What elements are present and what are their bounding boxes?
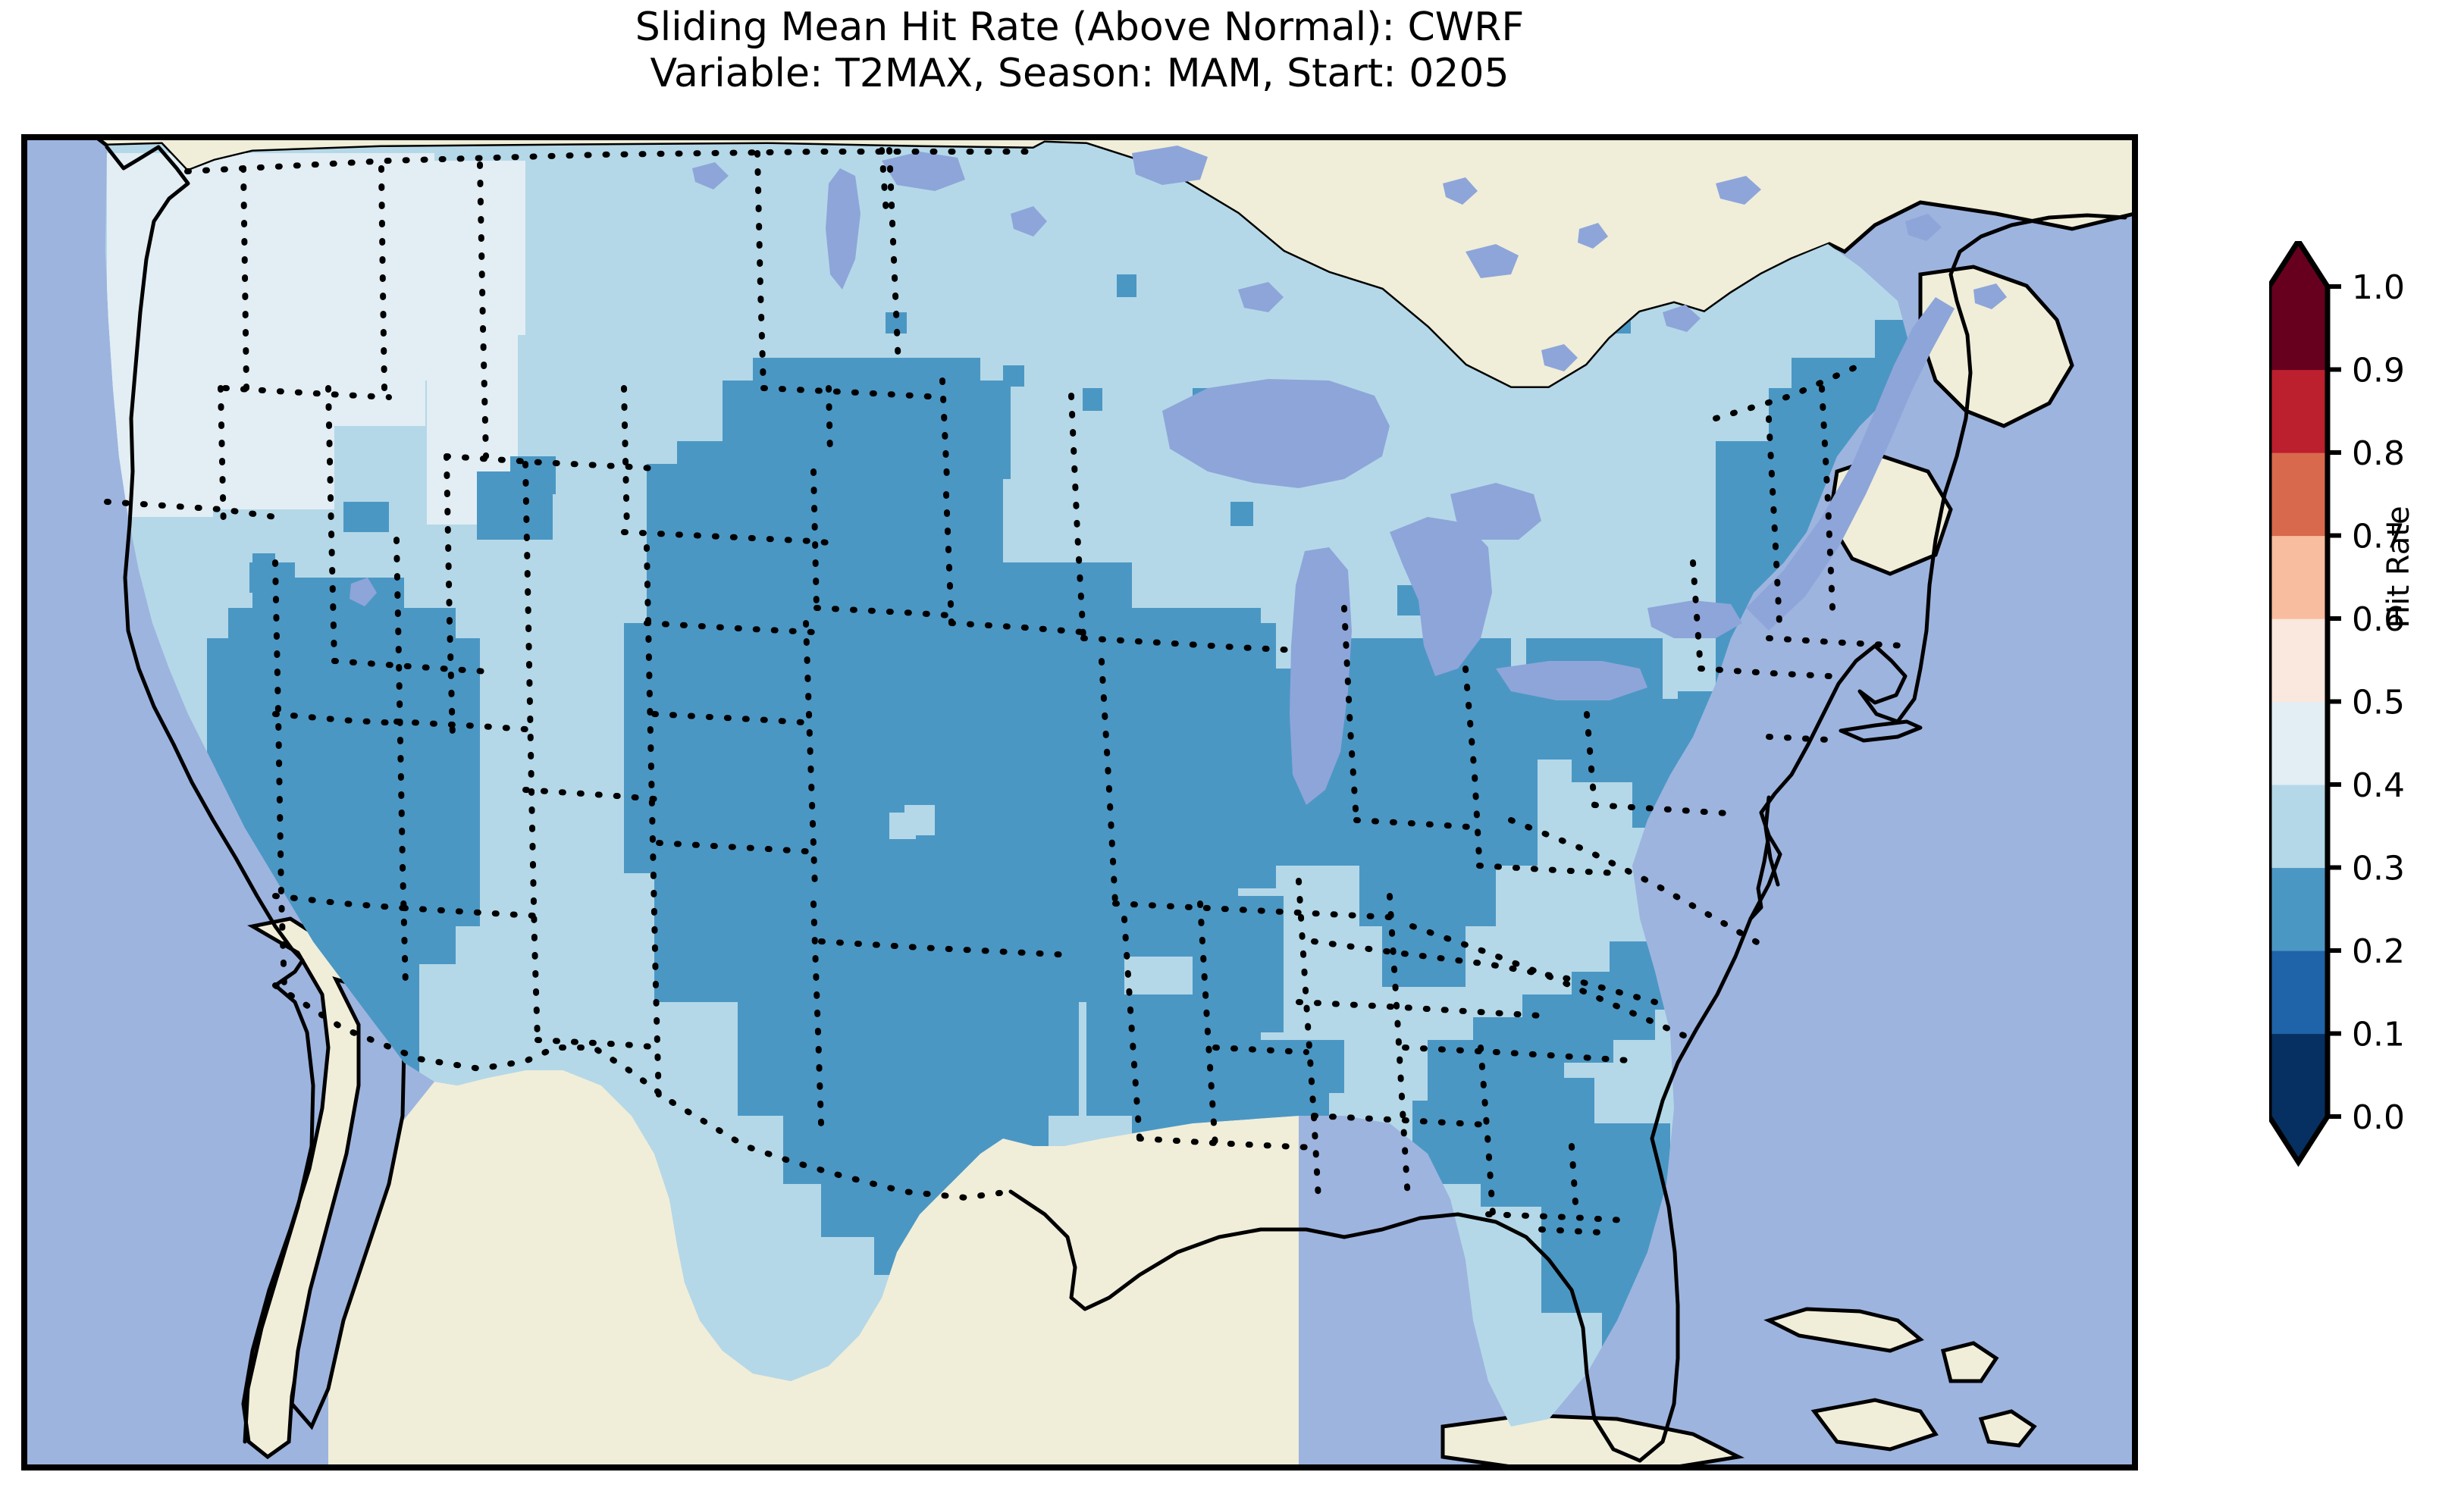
- colorbar-band-0.0-0.1: [2269, 1033, 2328, 1117]
- colorbar-extend-min: [2269, 1117, 2328, 1162]
- colorbar-band-0.4-0.5: [2269, 701, 2328, 785]
- colorbar-tick-label: 0.2: [2352, 932, 2405, 971]
- colorbar-band-0.5-0.6: [2269, 619, 2328, 703]
- conus-hit-rate-map: [25, 138, 2134, 1467]
- figure-title: Sliding Mean Hit Rate (Above Normal): CW…: [0, 5, 2159, 98]
- colorbar-ticks: 1.0 0.9 0.8 0.7 0.6 0.5 0.4 0.3 0.2 0.1 0.0: [2328, 268, 2405, 1137]
- colorbar-tick-label: 0.1: [2352, 1016, 2405, 1054]
- colorbar-tick-label: 0.7: [2352, 518, 2405, 556]
- title-line-secondary: Variable: T2MAX, Season: MAM, Start: 020…: [650, 51, 1509, 97]
- colorbar-bands: [2269, 241, 2328, 1162]
- colorbar-tick-label: 0.9: [2352, 352, 2405, 390]
- colorbar-tick-label: 0.4: [2352, 766, 2405, 805]
- colorbar-band-0.2-0.3: [2269, 867, 2328, 951]
- colorbar-axis-label: Hit Rate: [2381, 506, 2416, 628]
- colorbar-band-0.8-0.9: [2269, 369, 2328, 453]
- coastlines: [105, 145, 2127, 1463]
- colorbar-band-0.1-0.2: [2269, 951, 2328, 1035]
- colorbar-band-0.9-1.0: [2269, 287, 2328, 371]
- colorbar-svg: 1.0 0.9 0.8 0.7 0.6 0.5 0.4 0.3 0.2 0.1 0.0: [2269, 241, 2405, 1167]
- lakes-and-rivers: [350, 146, 2007, 805]
- colorbar-band-0.7-0.8: [2269, 453, 2328, 537]
- map-axes[interactable]: [21, 134, 2138, 1471]
- colorbar-band-0.3-0.4: [2269, 785, 2328, 869]
- colorbar[interactable]: 1.0 0.9 0.8 0.7 0.6 0.5 0.4 0.3 0.2 0.1 0.0 Hit Ra…: [2269, 241, 2464, 1219]
- title-line-primary: Sliding Mean Hit Rate (Above Normal): CW…: [635, 5, 1525, 50]
- colorbar-tick-label: 1.0: [2352, 268, 2405, 307]
- political-borders: [104, 147, 1908, 1236]
- colorbar-tick-label: 0.0: [2352, 1098, 2405, 1137]
- colorbar-tick-label: 0.5: [2352, 684, 2405, 722]
- colorbar-band-0.6-0.7: [2269, 535, 2328, 619]
- colorbar-tick-label: 0.6: [2352, 600, 2405, 639]
- colorbar-tick-label: 0.3: [2352, 850, 2405, 888]
- colorbar-tick-label: 0.8: [2352, 434, 2405, 473]
- colorbar-extend-max: [2269, 241, 2328, 287]
